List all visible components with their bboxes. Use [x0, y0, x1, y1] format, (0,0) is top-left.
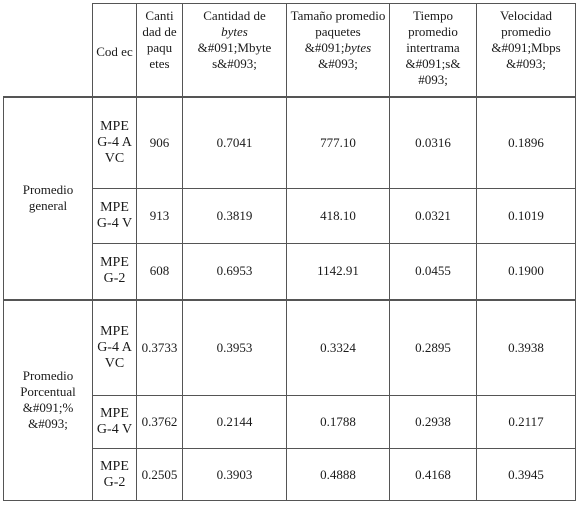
header-tamano: Tamaño promedio paquetes &#091;bytes &#0… [286, 3, 390, 97]
header-bytes-post: &#091;Mbyte s&#093; [197, 40, 272, 71]
header-bytes-italic: bytes [221, 24, 248, 39]
velocidad-cell: 0.1019 [476, 188, 576, 244]
codec-cell: MPEG-4 V [92, 395, 137, 449]
velocidad-cell: 0.1900 [476, 243, 576, 300]
velocidad-cell: 0.1896 [476, 95, 576, 189]
header-velocidad: Velocidad promedio &#091;Mbps &#093; [476, 3, 576, 97]
header-tamano-italic: bytes [344, 40, 372, 55]
cantidad-cell: 906 [136, 95, 183, 189]
table-row: MPEG-2 0.2505 0.3903 0.4888 0.4168 0.394… [4, 448, 576, 501]
table-row: Promedio Porcentual &#091;% &#093; MPEG-… [3, 298, 576, 501]
tamano-cell: 418.10 [286, 188, 390, 244]
table-row: MPEG-2 608 0.6953 1142.91 0.0455 0.1900 [4, 243, 576, 300]
cantidad-cell: 0.3733 [136, 298, 183, 396]
tamano-cell: 1142.91 [286, 243, 390, 300]
tamano-cell: 0.3324 [286, 298, 390, 396]
velocidad-cell: 0.3938 [476, 298, 576, 396]
tiempo-cell: 0.0321 [389, 188, 477, 244]
cantidad-cell: 0.3762 [136, 395, 183, 449]
header-tamano-pre: Tamaño promedio paquetes &#091; [290, 8, 386, 55]
tiempo-cell: 0.0316 [389, 95, 477, 189]
tamano-cell: 0.4888 [286, 448, 390, 501]
table-row: MPEG-4 V 913 0.3819 418.10 0.0321 0.1019 [4, 188, 576, 244]
bytes-cell: 0.3953 [182, 298, 287, 396]
cantidad-cell: 0.2505 [136, 448, 183, 501]
header-bytes: Cantidad de bytes &#091;Mbyte s&#093; [182, 3, 287, 97]
tamano-cell: 777.10 [286, 95, 390, 189]
header-row: Cod ec Canti dad de paqu etes Cantidad d… [3, 3, 576, 97]
results-table: Cod ec Canti dad de paqu etes Cantidad d… [3, 3, 576, 501]
tamano-cell: 0.1788 [286, 395, 390, 449]
tiempo-cell: 0.2895 [389, 298, 477, 396]
group-label: Promedio general [3, 95, 93, 300]
codec-cell: MPEG-4 AVC [92, 95, 137, 189]
header-codec: Cod ec [92, 3, 137, 97]
codec-cell: MPEG-2 [92, 448, 137, 501]
header-tamano-post: &#093; [318, 56, 358, 71]
codec-cell: MPEG-4 V [92, 188, 137, 244]
tiempo-cell: 0.2938 [389, 395, 477, 449]
header-blank [3, 3, 93, 97]
codec-cell: MPEG-4 AVC [92, 298, 137, 396]
bytes-cell: 0.7041 [182, 95, 287, 189]
bytes-cell: 0.2144 [182, 395, 287, 449]
header-bytes-pre: Cantidad de [203, 8, 266, 23]
velocidad-cell: 0.2117 [476, 395, 576, 449]
codec-cell: MPEG-2 [92, 243, 137, 300]
velocidad-cell: 0.3945 [476, 448, 576, 501]
cantidad-cell: 608 [136, 243, 183, 300]
header-cantidad: Canti dad de paqu etes [136, 3, 183, 97]
group-label: Promedio Porcentual &#091;% &#093; [3, 298, 93, 501]
header-tiempo: Tiempo promedio intertrama &#091;s& #093… [389, 3, 477, 97]
bytes-cell: 0.3903 [182, 448, 287, 501]
cantidad-cell: 913 [136, 188, 183, 244]
table-row: Promedio general MPEG-4 AVC 906 0.7041 7… [3, 95, 576, 300]
tiempo-cell: 0.4168 [389, 448, 477, 501]
bytes-cell: 0.3819 [182, 188, 287, 244]
bytes-cell: 0.6953 [182, 243, 287, 300]
tiempo-cell: 0.0455 [389, 243, 477, 300]
